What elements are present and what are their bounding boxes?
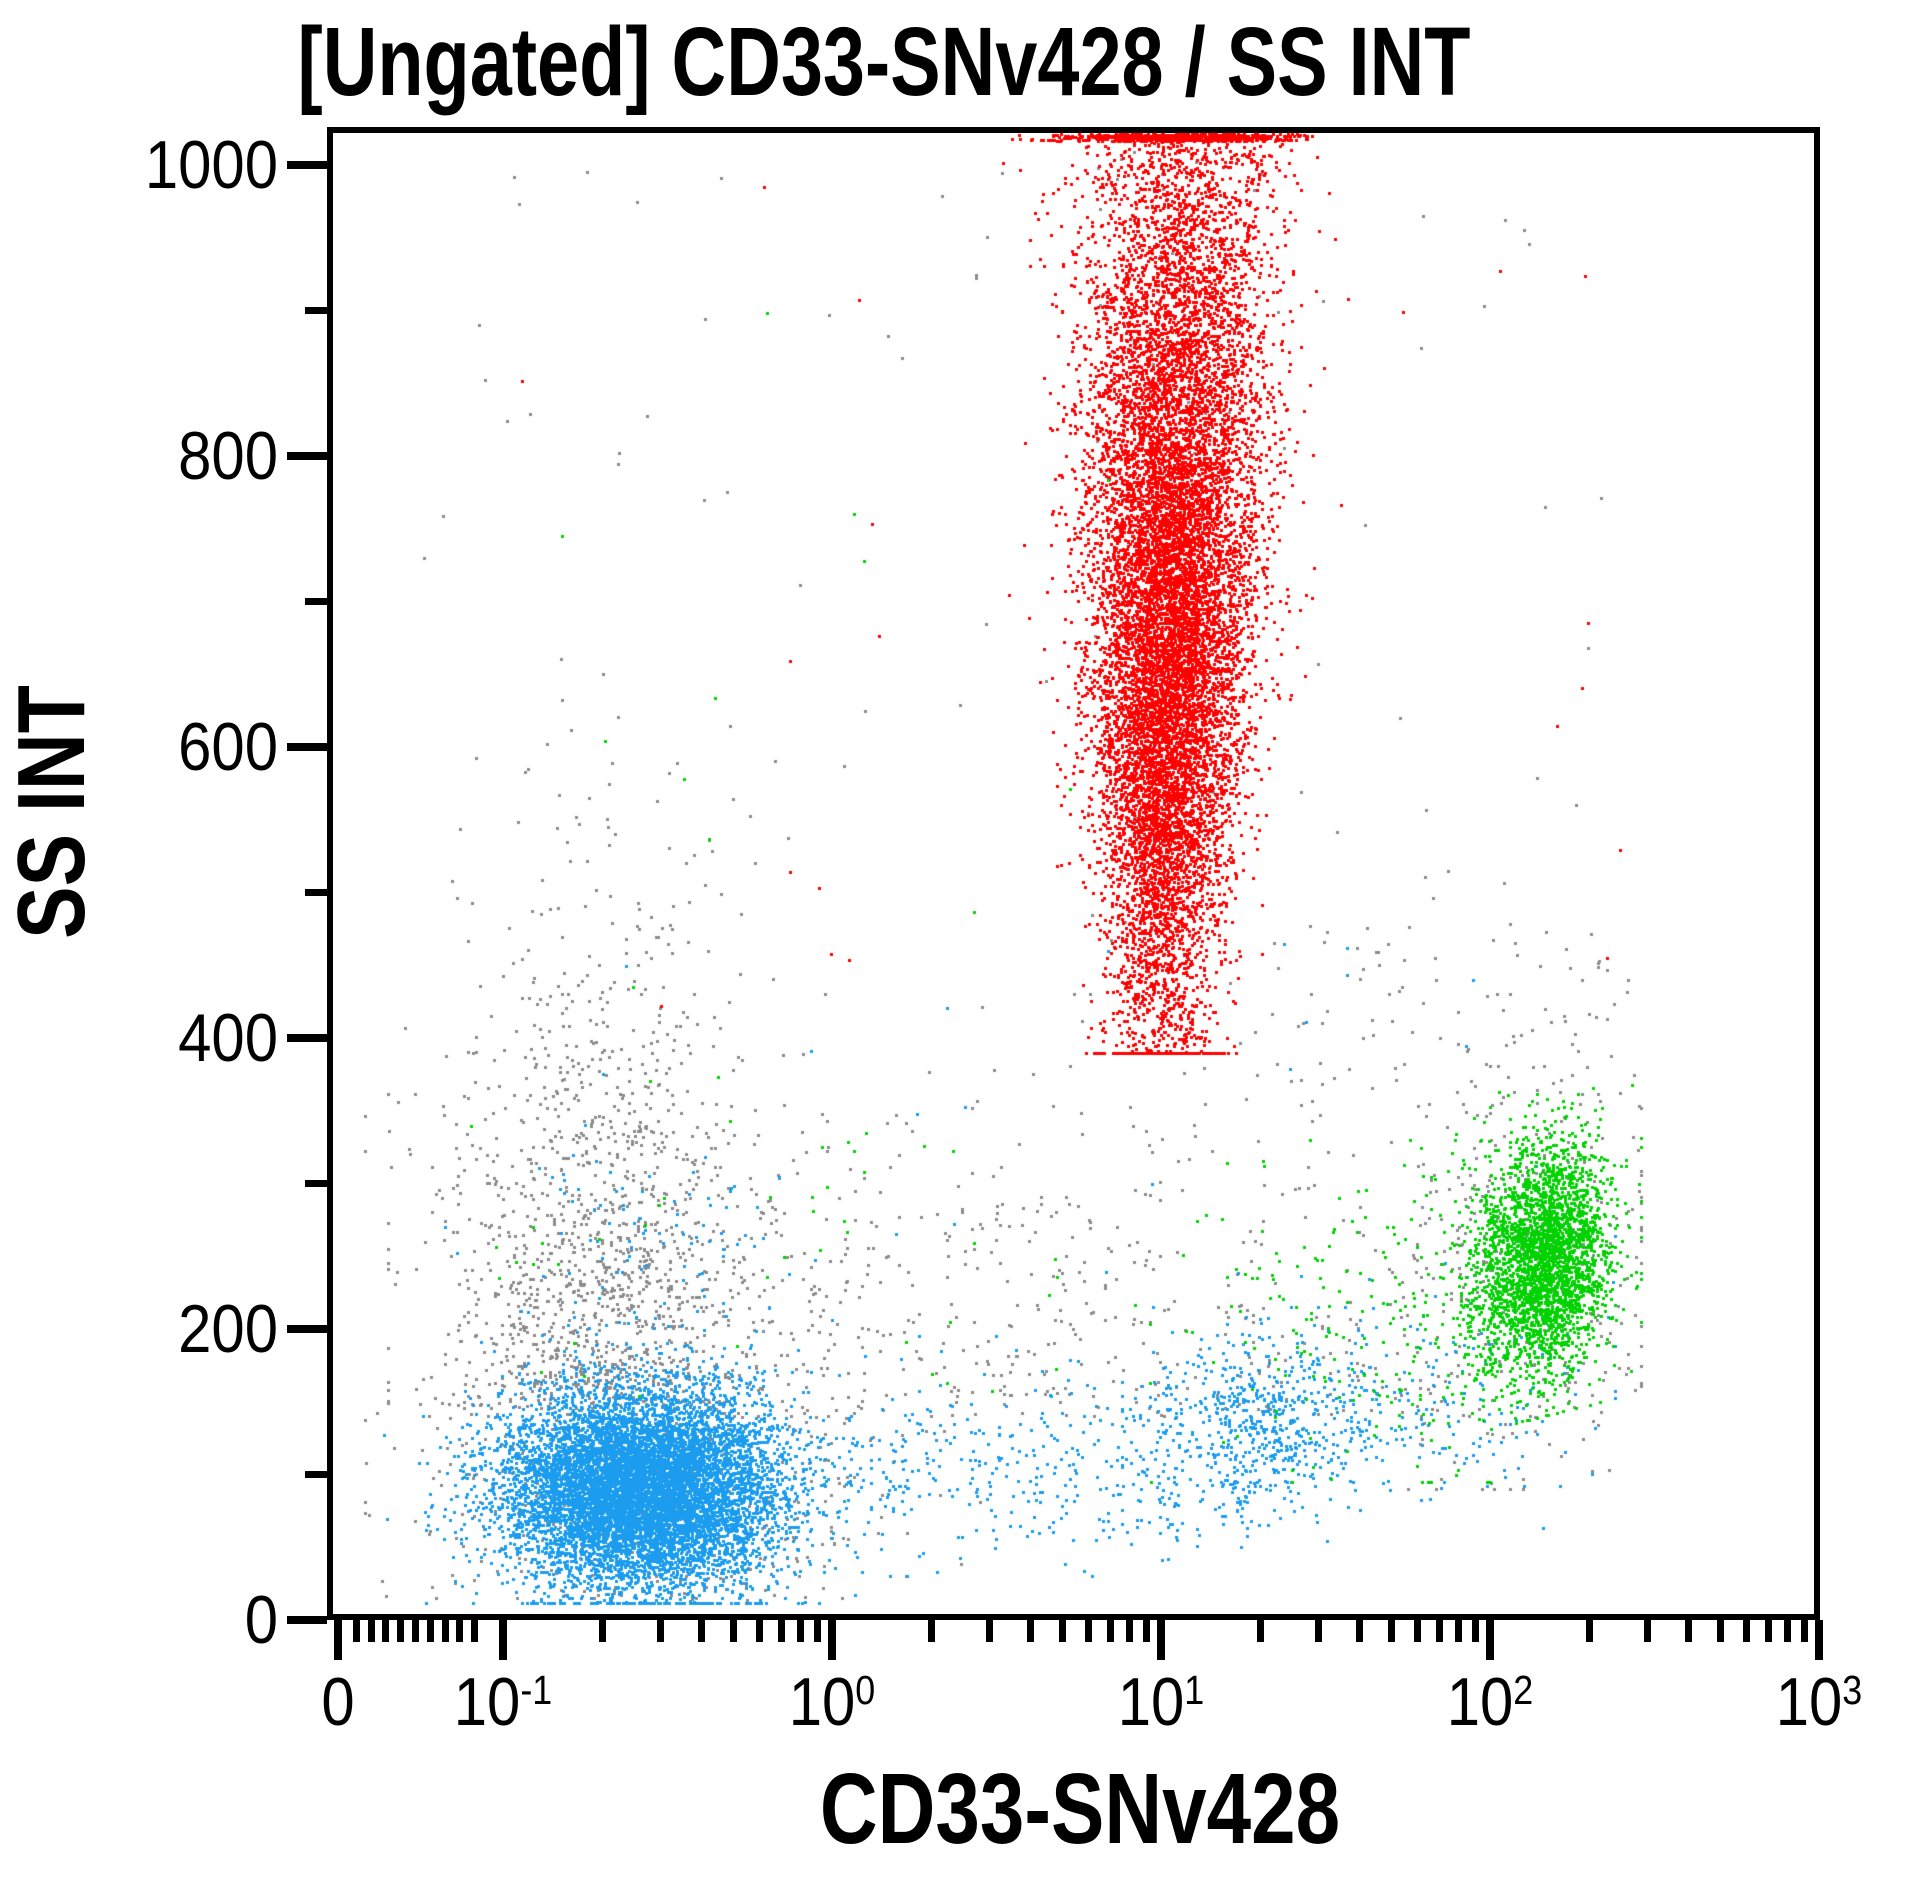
x-minor-tick: [599, 1620, 607, 1642]
x-minor-tick: [1387, 1620, 1395, 1642]
y-major-tick: [287, 743, 327, 751]
x-minor-tick: [1314, 1620, 1322, 1642]
x-minor-tick: [1471, 1620, 1479, 1642]
y-tick-label: 400: [178, 1000, 278, 1076]
x-major-tick: [828, 1620, 836, 1660]
x-minor-tick: [778, 1620, 786, 1642]
y-major-tick: [287, 452, 327, 460]
x-minor-tick: [797, 1620, 805, 1642]
x-tick-exponent: 2: [1513, 1666, 1534, 1713]
x-minor-tick: [1800, 1620, 1808, 1642]
x-tick-label: 0: [321, 1664, 355, 1740]
x-minor-tick: [1716, 1620, 1724, 1642]
y-axis-label: SS INT: [0, 685, 105, 939]
y-major-tick: [287, 1616, 327, 1624]
y-minor-tick: [305, 1180, 327, 1187]
y-tick-label: 800: [178, 418, 278, 494]
x-minor-tick: [756, 1620, 763, 1642]
x-tick-label: 101: [1117, 1664, 1205, 1740]
x-axis-label: CD33-SNv428: [819, 1753, 1341, 1865]
x-minor-tick: [813, 1620, 821, 1642]
x-minor-tick: [397, 1620, 405, 1642]
x-minor-tick: [1784, 1620, 1792, 1642]
y-minor-tick: [305, 889, 327, 896]
x-minor-tick: [1085, 1620, 1092, 1642]
x-minor-tick: [1356, 1620, 1364, 1642]
y-tick-label: 0: [244, 1582, 278, 1658]
y-tick-label: 200: [178, 1291, 278, 1367]
x-minor-tick: [1126, 1620, 1134, 1642]
y-minor-tick: [305, 307, 327, 314]
y-major-tick: [287, 1325, 327, 1333]
x-minor-tick: [1765, 1620, 1773, 1642]
x-minor-tick: [1743, 1620, 1750, 1642]
plot-area: [327, 127, 1820, 1620]
x-tick-exponent: -1: [520, 1666, 553, 1713]
x-minor-tick: [928, 1620, 936, 1642]
y-tick-label: 1000: [144, 127, 278, 203]
y-major-tick: [287, 161, 327, 169]
x-minor-tick: [1257, 1620, 1265, 1642]
x-tick-label: 103: [1775, 1664, 1863, 1740]
scatter-dots-canvas: [333, 133, 1814, 1614]
x-minor-tick: [698, 1620, 706, 1642]
x-minor-tick: [1142, 1620, 1150, 1642]
x-minor-tick: [412, 1620, 419, 1642]
y-minor-tick: [305, 1471, 327, 1478]
x-minor-tick: [426, 1620, 434, 1642]
x-minor-tick: [1455, 1620, 1463, 1642]
x-minor-tick: [1414, 1620, 1421, 1642]
x-minor-tick: [1436, 1620, 1444, 1642]
x-minor-tick: [367, 1620, 375, 1642]
x-tick-exponent: 3: [1842, 1666, 1863, 1713]
x-minor-tick: [729, 1620, 737, 1642]
x-minor-tick: [1027, 1620, 1035, 1642]
x-tick-label: 100: [788, 1664, 876, 1740]
x-minor-tick: [1058, 1620, 1066, 1642]
x-tick-label: 10-1: [453, 1664, 553, 1740]
x-minor-tick: [441, 1620, 449, 1642]
x-major-tick: [334, 1620, 342, 1660]
x-minor-tick: [1685, 1620, 1693, 1642]
x-minor-tick: [1107, 1620, 1115, 1642]
y-tick-label: 600: [178, 709, 278, 785]
x-tick-exponent: 0: [855, 1666, 876, 1713]
y-minor-tick: [305, 598, 327, 605]
x-major-tick: [1486, 1620, 1494, 1660]
x-major-tick: [1815, 1620, 1823, 1660]
x-minor-tick: [1586, 1620, 1594, 1642]
x-minor-tick: [456, 1620, 464, 1642]
x-minor-tick: [352, 1620, 360, 1642]
x-minor-tick: [985, 1620, 993, 1642]
x-minor-tick: [656, 1620, 664, 1642]
x-minor-tick: [382, 1620, 390, 1642]
y-major-tick: [287, 1034, 327, 1042]
x-major-tick: [1157, 1620, 1165, 1660]
x-tick-label: 102: [1446, 1664, 1534, 1740]
x-major-tick: [499, 1620, 507, 1660]
chart-title: [Ungated] CD33-SNv428 / SS INT: [297, 7, 1471, 116]
x-tick-exponent: 1: [1184, 1666, 1205, 1713]
x-minor-tick: [1643, 1620, 1651, 1642]
x-minor-tick: [471, 1620, 479, 1642]
